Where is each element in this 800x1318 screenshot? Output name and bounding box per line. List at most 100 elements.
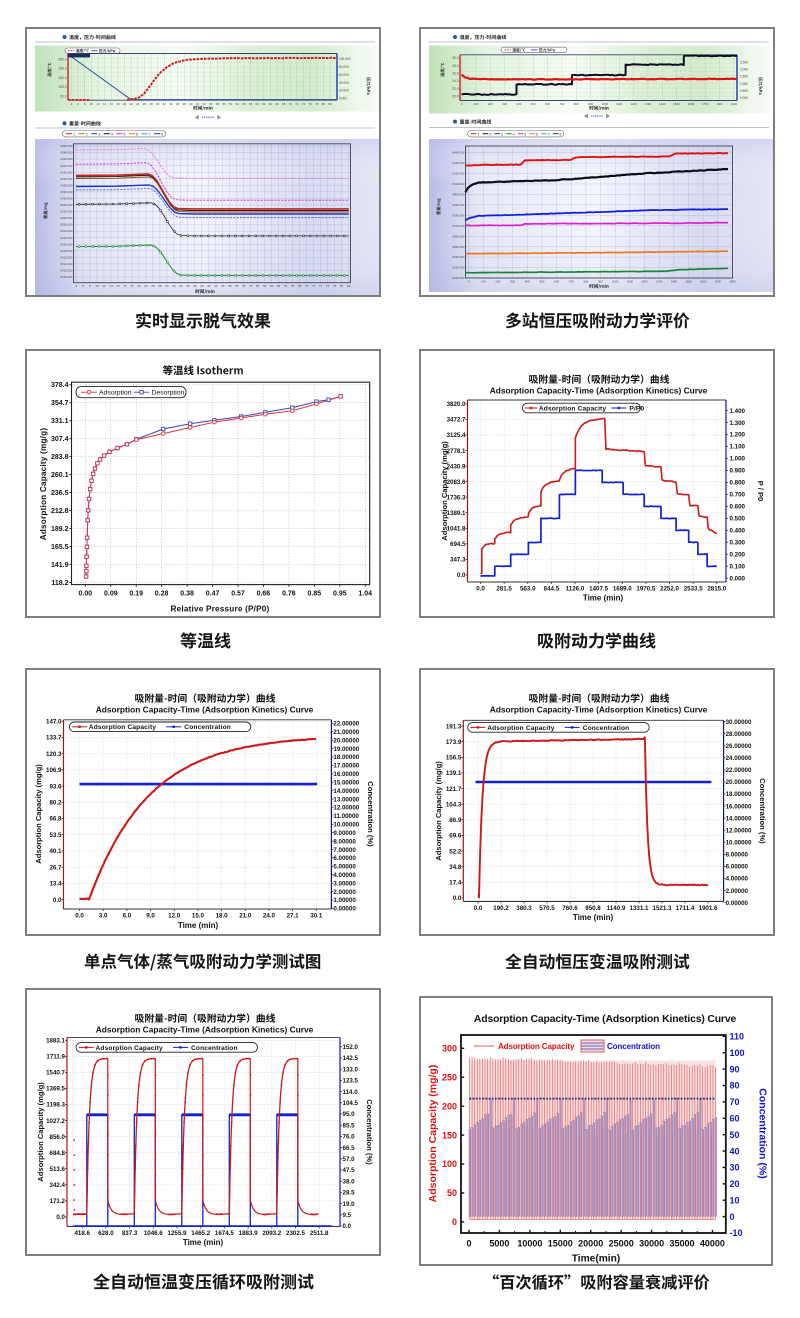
svg-text:6350.000: 6350.000	[60, 144, 72, 148]
svg-text:1521.3: 1521.3	[653, 905, 672, 912]
svg-text:56: 56	[242, 102, 246, 106]
svg-text:700: 700	[569, 279, 574, 283]
svg-text:20.00000: 20.00000	[333, 737, 359, 744]
svg-text:82: 82	[328, 102, 332, 106]
svg-text:200: 200	[488, 102, 493, 106]
svg-text:36: 36	[176, 102, 180, 106]
svg-text:28.0: 28.0	[452, 63, 458, 67]
svg-text:300: 300	[441, 1043, 456, 1053]
svg-text:30.0: 30.0	[452, 56, 458, 60]
svg-text:21.00000: 21.00000	[333, 729, 359, 736]
svg-text:8.00000: 8.00000	[333, 838, 356, 845]
svg-text:40: 40	[189, 102, 193, 106]
svg-text:12.00000: 12.00000	[333, 805, 359, 812]
svg-text:76: 76	[326, 284, 330, 288]
svg-text:6344.000: 6344.000	[60, 163, 72, 167]
svg-text:2: 2	[86, 132, 88, 136]
svg-text:1407.5: 1407.5	[589, 586, 608, 593]
svg-text:Adsorption Capacity-Time (Adso: Adsorption Capacity-Time (Adsorption Kin…	[473, 1014, 736, 1025]
svg-text:30: 30	[729, 1162, 739, 1172]
svg-text:34: 34	[179, 284, 183, 288]
svg-text:50: 50	[446, 1188, 456, 1198]
svg-text:173.9: 173.9	[446, 739, 462, 746]
svg-text:6320.000: 6320.000	[60, 242, 72, 246]
svg-text:22.00000: 22.00000	[333, 721, 359, 728]
svg-text:200.0: 200.0	[59, 66, 67, 70]
svg-text:54: 54	[249, 284, 253, 288]
svg-text:50: 50	[222, 102, 226, 106]
svg-text:20000: 20000	[578, 1238, 603, 1248]
svg-text:1900: 1900	[731, 102, 738, 106]
svg-text:80: 80	[340, 284, 344, 288]
svg-text:563.0: 563.0	[520, 586, 536, 593]
svg-text:2533.5: 2533.5	[684, 586, 703, 593]
svg-text:118.2: 118.2	[51, 580, 68, 587]
svg-text:1711.4: 1711.4	[676, 905, 695, 912]
svg-text:20: 20	[130, 284, 134, 288]
svg-text:6350.000: 6350.000	[452, 244, 464, 248]
svg-text:0.0: 0.0	[457, 572, 466, 579]
svg-text:Time (min): Time (min)	[178, 921, 219, 930]
svg-text:38.0: 38.0	[343, 1178, 356, 1185]
svg-text:378.4: 378.4	[51, 382, 69, 389]
svg-text:1200: 1200	[641, 279, 648, 283]
svg-text:42: 42	[207, 284, 211, 288]
svg-text:P / P0: P / P0	[756, 481, 765, 502]
svg-text:6330.000: 6330.000	[60, 209, 72, 213]
svg-text:58: 58	[249, 102, 253, 106]
svg-text:6: 6	[77, 102, 79, 106]
svg-text:0.09: 0.09	[104, 591, 118, 598]
svg-text:6440.000: 6440.000	[452, 150, 464, 154]
svg-text:P/P0: P/P0	[629, 405, 644, 412]
svg-text:250.0: 250.0	[59, 57, 67, 61]
svg-text:36: 36	[186, 284, 190, 288]
svg-text:26: 26	[143, 102, 147, 106]
svg-text:6338.000: 6338.000	[60, 183, 72, 187]
svg-text:Concentration (%): Concentration (%)	[366, 781, 375, 847]
svg-text:121.7: 121.7	[446, 786, 462, 793]
svg-text:6328.000: 6328.000	[60, 216, 72, 220]
svg-text:Time(min): Time(min)	[571, 1253, 620, 1264]
svg-text:100.000: 100.000	[339, 57, 351, 61]
svg-text:60: 60	[270, 284, 274, 288]
svg-text:0.300: 0.300	[730, 540, 746, 547]
svg-text:0: 0	[729, 1211, 734, 1221]
svg-text:Adsorption Capacity: Adsorption Capacity	[96, 1045, 164, 1052]
svg-text:100: 100	[441, 1159, 456, 1169]
svg-text:66: 66	[275, 102, 279, 106]
svg-text:600: 600	[554, 279, 559, 283]
svg-text:0.000: 0.000	[339, 96, 347, 100]
svg-text:Concentration: Concentration	[607, 1042, 660, 1051]
svg-text:1800: 1800	[716, 102, 723, 106]
svg-text:0.66: 0.66	[257, 591, 271, 598]
svg-text:2252.0: 2252.0	[660, 586, 679, 593]
svg-text:Adsorption Capacity (mg/g): Adsorption Capacity (mg/g)	[39, 428, 48, 541]
svg-text:50: 50	[729, 1129, 739, 1139]
svg-text:0.57: 0.57	[231, 591, 245, 598]
svg-text:1500: 1500	[673, 102, 680, 106]
svg-text:6322.000: 6322.000	[60, 235, 72, 239]
svg-text:Time (min): Time (min)	[573, 913, 614, 922]
svg-text:16: 16	[116, 284, 120, 288]
svg-text:0.0: 0.0	[56, 1214, 65, 1221]
svg-text:8: 8	[161, 132, 163, 136]
svg-text:6: 6	[536, 132, 538, 136]
svg-text:18: 18	[116, 102, 120, 106]
svg-text:1126.0: 1126.0	[566, 586, 585, 593]
svg-text:66.5: 66.5	[343, 1145, 356, 1152]
svg-text:12.0: 12.0	[168, 913, 181, 920]
svg-text:133.7: 133.7	[46, 735, 62, 742]
svg-text:Concentration: Concentration	[583, 725, 630, 732]
svg-text:60: 60	[729, 1113, 739, 1123]
svg-text:30: 30	[156, 102, 160, 106]
svg-text:380.3: 380.3	[516, 905, 532, 912]
svg-text:6336.000: 6336.000	[60, 189, 72, 193]
svg-text:76: 76	[309, 102, 313, 106]
svg-text:40000: 40000	[699, 1238, 724, 1248]
svg-text:4: 4	[71, 102, 73, 106]
svg-text:74: 74	[302, 102, 306, 106]
svg-text:133.0: 133.0	[343, 1066, 359, 1073]
svg-text:6318.000: 6318.000	[60, 248, 72, 252]
svg-text:19.0: 19.0	[343, 1201, 356, 1208]
svg-text:2.00000: 2.00000	[333, 889, 356, 896]
